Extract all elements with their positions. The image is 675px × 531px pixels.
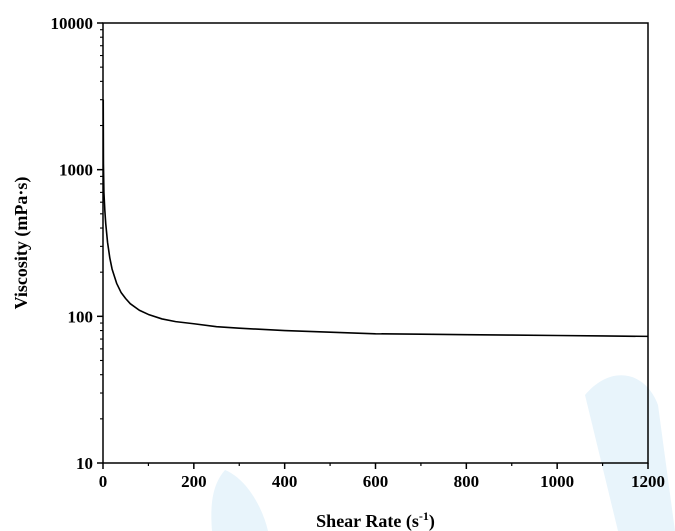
x-tick-label: 1200 xyxy=(631,472,665,491)
watermark-shapes xyxy=(211,375,675,531)
y-tick-label: 10000 xyxy=(51,14,94,33)
watermark-swoosh-right xyxy=(585,375,675,531)
x-axis-title: Shear Rate (s-1) xyxy=(316,509,435,531)
x-tick-label: 600 xyxy=(363,472,389,491)
series-line xyxy=(102,99,649,338)
watermark-swoosh-left xyxy=(211,470,268,531)
x-tick-label: 0 xyxy=(99,472,108,491)
x-tick-label: 400 xyxy=(272,472,298,491)
series-layer xyxy=(102,99,649,338)
x-tick-label: 1000 xyxy=(540,472,574,491)
x-tick-label: 800 xyxy=(454,472,480,491)
y-tick-label: 1000 xyxy=(59,161,93,180)
y-tick-label: 10 xyxy=(76,454,93,473)
axis-ticks xyxy=(97,22,649,469)
y-tick-label: 100 xyxy=(68,307,94,326)
plot-frame xyxy=(102,22,649,464)
x-axis-title-main: Shear Rate (s xyxy=(316,511,419,531)
y-axis-title: Viscosity (mPa·s) xyxy=(11,177,32,310)
x-tick-labels: 0 200 400 600 800 1000 1200 xyxy=(99,472,665,491)
y-tick-labels: 10 100 1000 10000 xyxy=(51,14,94,473)
x-axis-title-end: ) xyxy=(429,511,435,531)
x-tick-label: 200 xyxy=(181,472,207,491)
x-axis-title-superscript: -1 xyxy=(419,509,429,523)
